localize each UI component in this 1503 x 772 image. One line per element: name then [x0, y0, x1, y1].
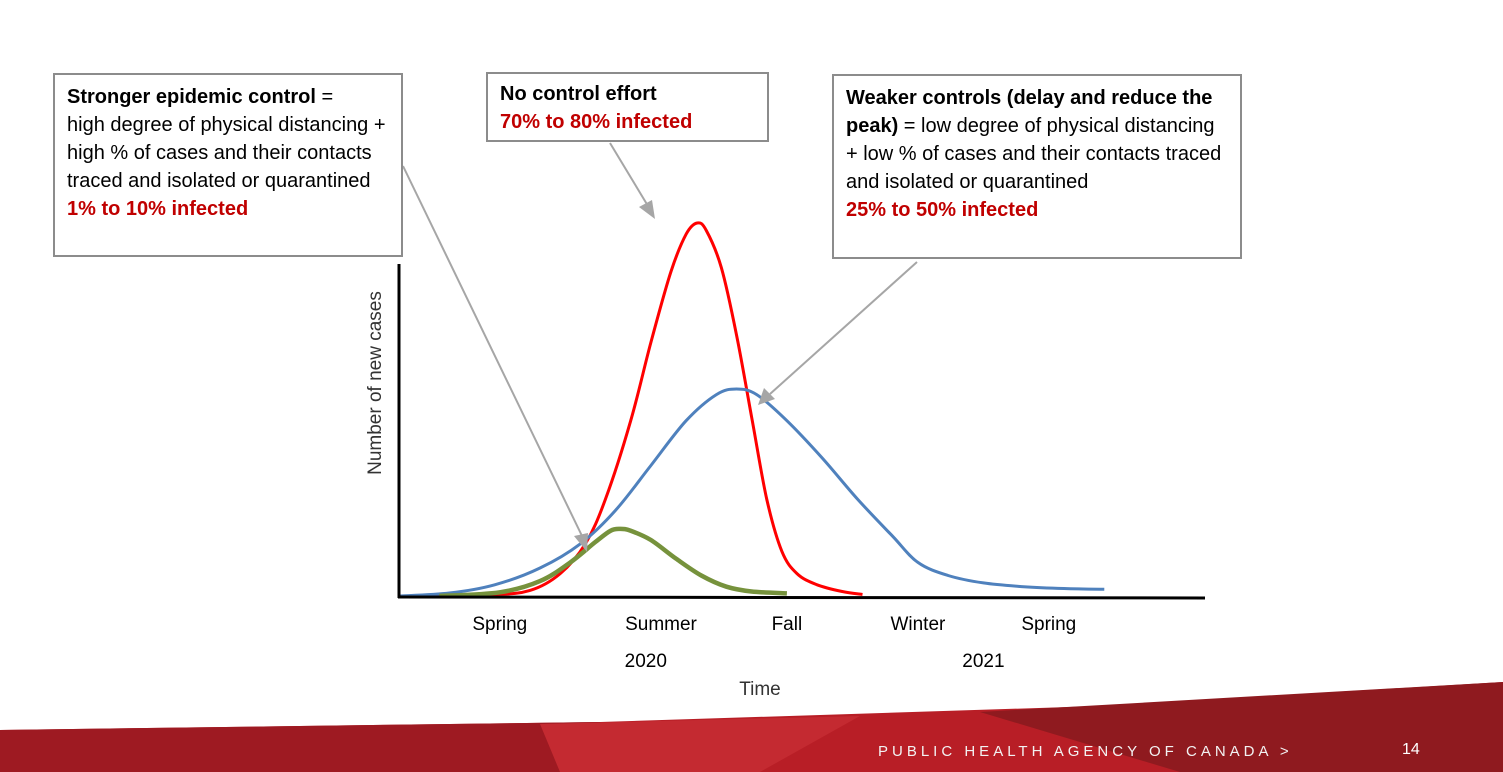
callout-strong-title: Stronger epidemic control [67, 86, 316, 108]
footer-band-shade [0, 722, 640, 772]
arrow-strong [402, 165, 584, 539]
arrow-none [609, 142, 649, 207]
curve-stronger-control [439, 526, 788, 599]
callout-none-title: No control effort [500, 83, 657, 105]
y-axis-label: Number of new cases [365, 291, 386, 475]
x-tick-season: Winter [890, 614, 946, 635]
callout-weak-eq: = [898, 115, 922, 137]
x-axis-label: Time [739, 679, 781, 700]
x-axis [397, 595, 1206, 600]
agency-name: PUBLIC HEALTH AGENCY OF CANADA > [878, 743, 1293, 760]
callout-weak-title: Weaker controls (delay and reduce the pe… [846, 87, 1213, 137]
callout-stronger-control: Stronger epidemic control = high degree … [53, 73, 403, 257]
footer-band-shade [980, 682, 1503, 772]
x-tick-year: 2020 [625, 651, 667, 672]
curve-no-control [398, 221, 863, 598]
curves-layer [398, 221, 1105, 599]
x-tick-season: Spring [472, 614, 527, 635]
callout-weak-body: low degree of physical distancing + low … [846, 115, 1222, 193]
x-tick-season: Summer [625, 614, 697, 635]
footer-band-highlight [540, 716, 860, 772]
arrowhead-weak [758, 388, 775, 405]
callout-strong-result: 1% to 10% infected [67, 198, 249, 220]
x-tick-season: Spring [1021, 614, 1076, 635]
arrows-layer [402, 142, 918, 552]
curve-weaker-controls [398, 387, 1105, 598]
arrow-weak [769, 261, 918, 395]
callout-weak-result: 25% to 50% infected [846, 199, 1039, 221]
x-tick-year: 2021 [962, 651, 1004, 672]
arrowhead-none [639, 200, 655, 219]
callout-weaker-controls: Weaker controls (delay and reduce the pe… [832, 74, 1242, 259]
callout-no-control: No control effort 70% to 80% infected [486, 72, 769, 142]
page-number: 14 [1402, 741, 1420, 758]
x-tick-season: Fall [772, 614, 803, 635]
callout-none-result: 70% to 80% infected [500, 111, 693, 133]
arrowhead-strong [574, 533, 588, 552]
callout-strong-eq: = [315, 86, 334, 108]
tick-labels: Spring Summer Fall Winter Spring 2020 2021 [472, 614, 1076, 672]
callout-strong-body: high degree of physical distancing + hig… [67, 114, 386, 192]
